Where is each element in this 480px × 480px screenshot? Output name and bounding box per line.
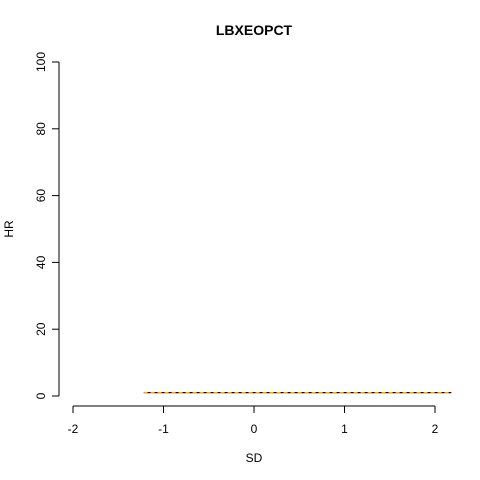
y-tick-label: 20: [34, 322, 48, 336]
x-tick-label: 0: [251, 422, 258, 436]
y-axis: 0 20 40 60 80 100: [34, 52, 60, 399]
y-axis-label: HR: [2, 220, 16, 238]
x-tick-label: 2: [432, 422, 439, 436]
y-tick-label: 80: [34, 122, 48, 136]
x-tick-label: -1: [158, 422, 169, 436]
chart-title: LBXEOPCT: [216, 22, 293, 38]
y-ticks: 0 20 40 60 80 100: [34, 52, 59, 399]
y-tick-label: 40: [34, 255, 48, 269]
x-tick-label: -2: [68, 422, 79, 436]
x-axis: -2 -1 0 1 2: [68, 405, 439, 436]
x-tick-label: 1: [341, 422, 348, 436]
y-tick-label: 60: [34, 189, 48, 203]
x-axis-label: SD: [246, 451, 263, 465]
x-ticks: -2 -1 0 1 2: [68, 406, 439, 436]
y-tick-label: 100: [34, 52, 48, 72]
y-tick-label: 0: [34, 392, 48, 399]
